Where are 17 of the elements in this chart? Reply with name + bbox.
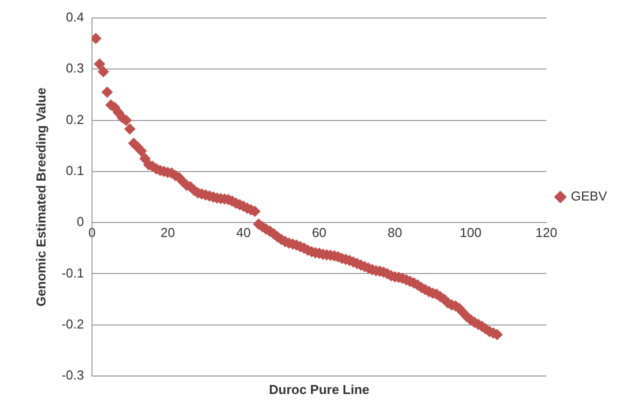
y-axis-title: Genomic Estimated Breeding Value (33, 88, 48, 306)
x-tick-label: 80 (388, 224, 402, 240)
y-tick-label: 0.4 (66, 10, 84, 25)
y-tick-label: 0.3 (66, 60, 84, 76)
x-tick-label: 120 (536, 224, 558, 240)
legend-label: GEBV (570, 188, 608, 204)
y-tick-label: 0.2 (66, 112, 84, 127)
y-tick-label: -0.2 (62, 316, 84, 332)
y-tick-label: 0.1 (66, 163, 84, 178)
x-tick-label: 60 (312, 224, 326, 240)
x-axis-title: Duroc Pure Line (268, 382, 370, 398)
y-tick-label: 0 (76, 214, 84, 230)
x-tick-label: 100 (460, 224, 482, 240)
x-tick-label: 20 (160, 224, 175, 240)
x-tick-label: 40 (236, 224, 251, 240)
y-tick-label: -0.1 (62, 265, 84, 280)
y-tick-label: -0.3 (62, 368, 84, 383)
